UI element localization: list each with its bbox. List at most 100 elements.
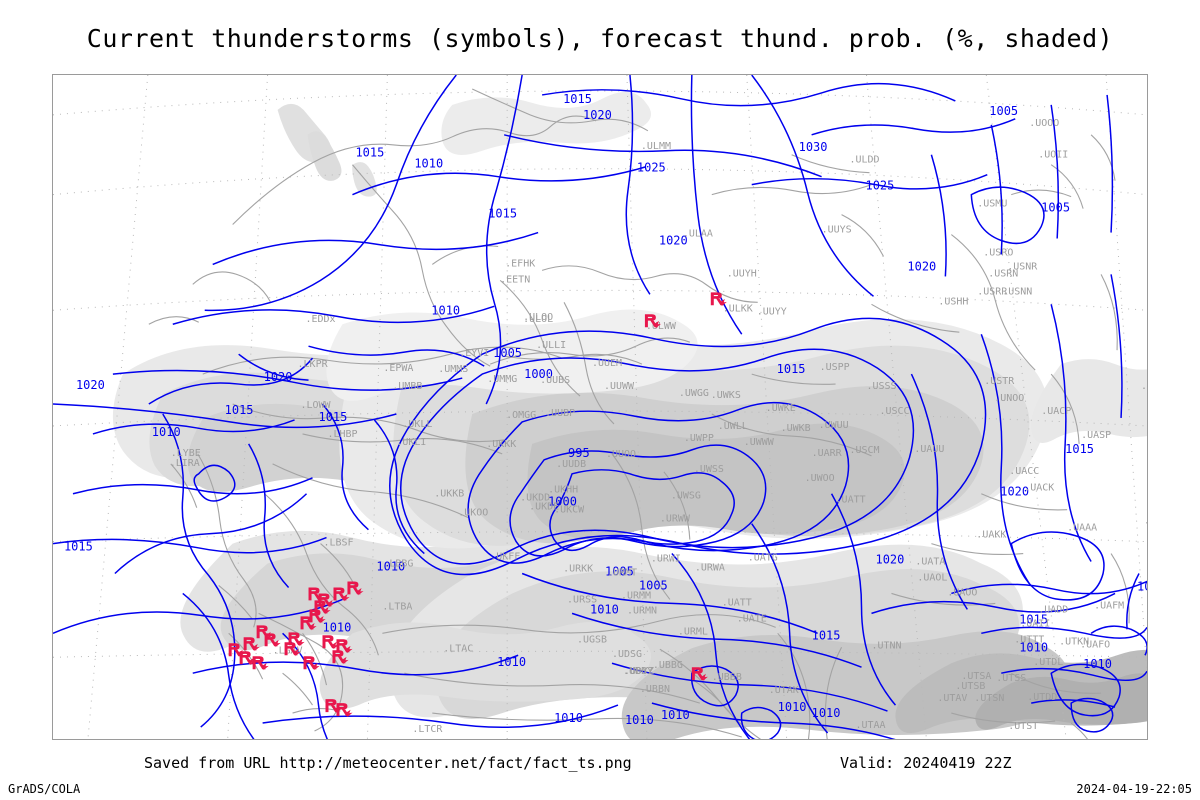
svg-text:.UKLI: .UKLI (396, 437, 426, 448)
thunderstorm-symbol (333, 587, 350, 602)
svg-text:.UAFO: .UAFO (1080, 639, 1110, 650)
coastlines-and-borders (148, 88, 1130, 739)
svg-text:.EYVI: .EYVI (459, 348, 489, 359)
svg-text:.UUEM: .UUEM (592, 358, 622, 369)
svg-text:1020: 1020 (659, 233, 688, 247)
producer-credit: GrADS/COLA (8, 782, 81, 796)
svg-text:1010: 1010 (554, 711, 583, 725)
svg-text:.LBSF: .LBSF (324, 538, 354, 549)
svg-text:.UMMG: .UMMG (487, 374, 517, 385)
map-canvas[interactable]: 1015 1020 1030 1010 1005 1025 1025 1015 1020… (52, 74, 1148, 740)
svg-text:.ULMM: .ULMM (641, 141, 671, 152)
svg-text:.UUYH: .UUYH (727, 268, 757, 279)
svg-text:.UWUU: .UWUU (819, 420, 849, 431)
thunderstorm-symbol (691, 667, 708, 682)
svg-text:.UTDL: .UTDL (1033, 657, 1063, 668)
svg-text:.UAOL: .UAOL (917, 572, 947, 583)
svg-text:.UKOO: .UKOO (458, 508, 488, 519)
svg-text:995: 995 (568, 446, 590, 460)
svg-text:.UKFF: .UKFF (490, 552, 520, 563)
svg-text:.LOWW: .LOWW (301, 400, 331, 411)
thunderstorm-symbol (710, 292, 727, 307)
station-labels-group: .EDDx .LKPR .EPWA .EYVI .EFHK .EETN .UMMS .U… (170, 118, 1147, 735)
svg-text:.URMT: .URMT (607, 567, 637, 578)
svg-text:1020: 1020 (76, 378, 105, 392)
svg-text:.EETN: .EETN (500, 274, 530, 285)
svg-text:.UUDB: .UUDB (556, 459, 586, 470)
svg-text:.USCM: .USCM (850, 445, 880, 456)
svg-text:.UARR: .UARR (812, 448, 842, 459)
svg-text:1020: 1020 (1137, 579, 1147, 593)
svg-text:.USRO: .USRO (983, 247, 1013, 258)
svg-text:.UMMS: .UMMS (438, 364, 468, 375)
svg-text:.UOOO: .UOOO (1029, 118, 1059, 129)
svg-text:.UATT: .UATT (836, 495, 866, 506)
svg-text:1005: 1005 (639, 578, 668, 592)
svg-text:1025: 1025 (866, 179, 895, 193)
map-graphics: 1015 1020 1030 1010 1005 1025 1025 1015 1020… (53, 75, 1147, 739)
svg-text:.LBBG: .LBBG (383, 559, 413, 570)
svg-text:.UTSA: .UTSA (961, 671, 991, 682)
thunderstorm-symbol (314, 600, 331, 615)
svg-text:1005: 1005 (1041, 201, 1070, 215)
svg-text:1015: 1015 (355, 146, 384, 160)
svg-text:.UTSS: .UTSS (996, 673, 1026, 684)
svg-text:.UWKS: .UWKS (711, 390, 741, 401)
svg-text:.UOII: .UOII (1038, 150, 1068, 161)
svg-text:.UWKE: .UWKE (766, 403, 796, 414)
svg-text:.UBBB: .UBBB (712, 672, 742, 683)
svg-text:.UBBY: .UBBY (623, 666, 653, 677)
svg-text:.UACP: .UACP (1041, 406, 1071, 417)
svg-text:.UMBB: .UMBB (1141, 381, 1147, 392)
svg-text:.UWWW: .UWWW (744, 437, 774, 448)
svg-text:1010: 1010 (1019, 640, 1048, 654)
svg-text:1020: 1020 (875, 553, 904, 567)
svg-text:.UBBN: .UBBN (640, 684, 670, 695)
thunderstorm-symbol (336, 639, 353, 654)
svg-text:.UUOO: .UUOO (606, 449, 636, 460)
svg-text:.UATG: .UATG (748, 553, 778, 564)
svg-text:1010: 1010 (661, 708, 690, 722)
thunderstorm-symbol (322, 635, 339, 650)
svg-text:.UDYZ: .UDYZ (624, 666, 654, 677)
svg-text:.ULKK: .ULKK (723, 303, 753, 314)
svg-text:.ULWW: .ULWW (646, 321, 676, 332)
svg-text:.UAFM: .UAFM (1094, 600, 1124, 611)
svg-text:.UWGG: .UWGG (679, 388, 709, 399)
svg-text:1010: 1010 (431, 303, 460, 317)
svg-text:1005: 1005 (605, 564, 634, 578)
svg-text:.USNR: .USNR (1007, 261, 1037, 272)
svg-text:.UTSN: .UTSN (974, 693, 1004, 704)
svg-text:.UNOO: .UNOO (994, 393, 1024, 404)
svg-text:.URML: .URML (678, 626, 708, 637)
svg-text:.UMBB: .UMBB (392, 381, 422, 392)
svg-text:.UUYS: .UUYS (822, 225, 852, 236)
thunderstorm-symbols-group (228, 292, 727, 718)
page-title: Current thunderstorms (symbols), forecas… (86, 24, 1114, 53)
svg-text:.ULLI: .ULLI (536, 340, 566, 351)
svg-text:.UAII: .UAII (1020, 618, 1050, 629)
svg-text:1020: 1020 (264, 370, 293, 384)
thunderstorm-symbol (347, 581, 364, 596)
svg-text:.UWPP: .UWPP (684, 433, 714, 444)
svg-text:.UKLL: .UKLL (402, 419, 432, 430)
isobar-contours (53, 75, 1147, 739)
svg-text:.UUBP: .UUBP (545, 408, 575, 419)
svg-text:.UACK: .UACK (1024, 483, 1054, 494)
svg-text:.ULAA: .ULAA (683, 229, 713, 240)
svg-text:.UUBS: .UUBS (540, 375, 570, 386)
svg-text:1020: 1020 (583, 108, 612, 122)
svg-text:.USRN: .USRN (988, 268, 1018, 279)
svg-text:1015: 1015 (488, 207, 517, 221)
svg-text:1015: 1015 (777, 362, 806, 376)
svg-text:.ULDD: .ULDD (850, 155, 880, 166)
svg-text:.LHBP: .LHBP (327, 429, 357, 440)
thunderstorm-symbol (288, 632, 305, 647)
thunderstorm-symbol (284, 642, 301, 657)
svg-text:.UTNN: .UTNN (872, 640, 902, 651)
svg-text:1015: 1015 (225, 403, 254, 417)
svg-text:.UWOO: .UWOO (805, 473, 835, 484)
svg-text:.URKK: .URKK (563, 564, 593, 575)
svg-text:.UWKB: .UWKB (781, 423, 811, 434)
